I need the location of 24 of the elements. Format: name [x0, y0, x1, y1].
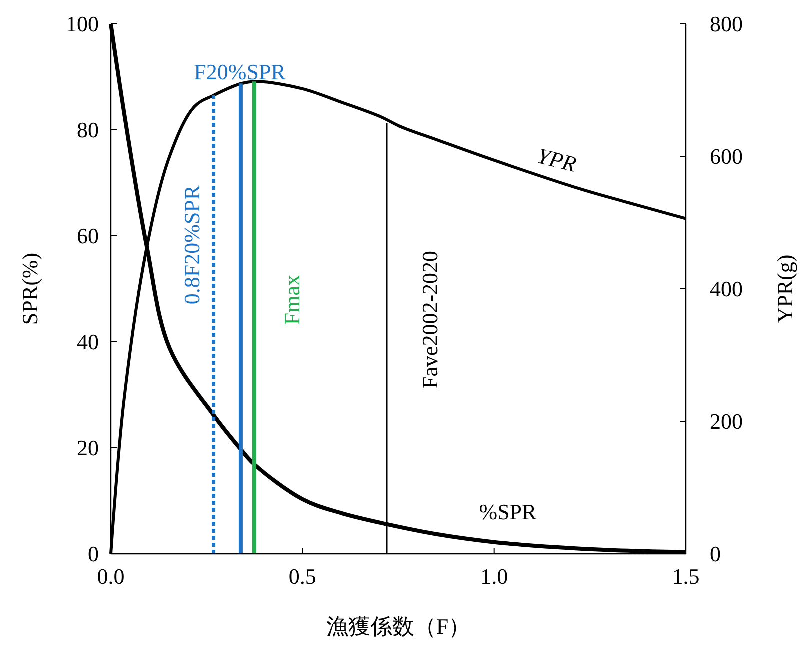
- y-tick-label: 80: [77, 118, 99, 142]
- y2-tick-label: 400: [710, 276, 743, 302]
- x-tick-label: 0.5: [288, 564, 316, 589]
- y-axis-title: SPR(%): [18, 252, 42, 326]
- x-tick-label: 1.0: [480, 564, 508, 589]
- y-tick-label: 40: [77, 330, 99, 354]
- text: YPR: [534, 143, 580, 177]
- text: Fave2002-2020: [418, 250, 442, 390]
- series-label: F20%SPR: [194, 60, 286, 84]
- x-tick-label: 1.5: [672, 564, 700, 589]
- y2-tick-label: 0: [710, 542, 721, 566]
- y-tick-label: 100: [66, 12, 99, 36]
- x-tick-label: 0.0: [97, 564, 125, 589]
- y2-tick-label: 800: [710, 12, 743, 36]
- y-tick-label: 60: [77, 224, 99, 248]
- x-axis-title: 漁獲係数（F）: [326, 614, 471, 639]
- series-label: %SPR: [479, 500, 538, 524]
- y2-tick-label: 600: [710, 144, 743, 169]
- text: Fmax: [280, 274, 304, 326]
- y-tick-label: 20: [77, 436, 99, 460]
- y2-tick-label: 200: [710, 409, 743, 434]
- text: 0.8F20%SPR: [180, 185, 204, 305]
- y2-axis-title: YPR(g): [772, 254, 798, 324]
- y-tick-label: 0: [88, 542, 99, 566]
